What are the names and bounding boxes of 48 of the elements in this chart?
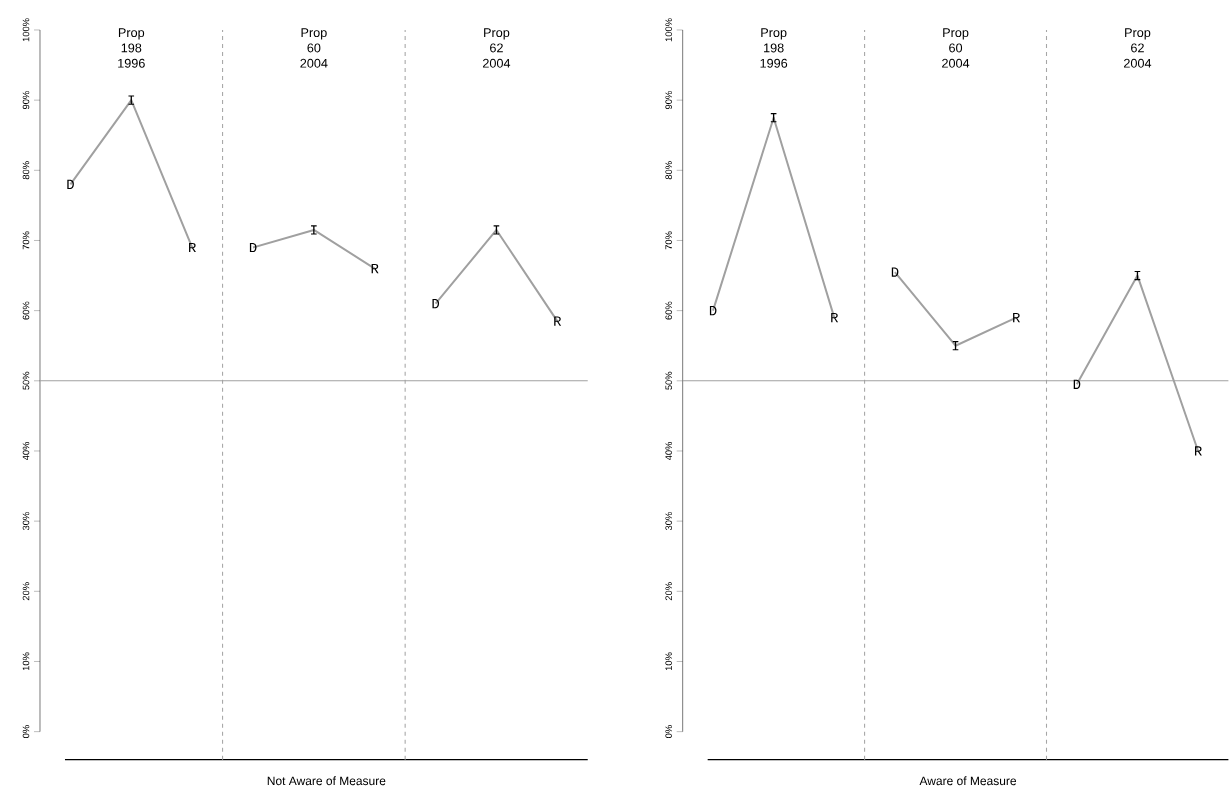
y-tick-label: 100%	[665, 18, 672, 42]
y-tick-label: 10%	[665, 652, 672, 671]
data-label: I	[493, 225, 500, 235]
y-tick-label: 50%	[22, 371, 30, 390]
annotation: Prop 60 2004	[300, 28, 328, 68]
annotation: Prop 62 2004	[482, 28, 511, 68]
x-axis-title: Aware of Measure	[919, 776, 1017, 786]
data-label: I	[770, 113, 777, 123]
data-label: D	[67, 179, 74, 190]
y-tick-label: 40%	[665, 442, 672, 461]
y-tick-label: 0%	[665, 725, 672, 739]
y-tick-label: 70%	[22, 231, 30, 250]
y-tick-label: 0%	[22, 725, 30, 739]
data-label: D	[709, 306, 717, 316]
y-tick-label: 30%	[665, 512, 672, 531]
data-label: R	[1013, 313, 1021, 323]
data-label: R	[189, 243, 196, 253]
data-label: I	[952, 341, 959, 351]
data-label: D	[1073, 379, 1081, 390]
y-tick-label: 80%	[22, 161, 30, 180]
y-tick-label: 100%	[22, 18, 30, 42]
data-label: I	[311, 225, 317, 235]
y-tick-label: 80%	[665, 161, 672, 180]
y-tick-label: 20%	[22, 582, 30, 601]
y-tick-label: 40%	[22, 442, 30, 461]
data-label: I	[1134, 271, 1141, 281]
y-tick-label: 60%	[22, 301, 30, 320]
data-label: R	[1195, 446, 1202, 456]
y-tick-label: 50%	[665, 371, 672, 390]
data-label: R	[554, 316, 562, 326]
y-tick-label: 90%	[665, 91, 672, 110]
y-tick-label: 10%	[22, 652, 30, 671]
annotation: Prop 62 2004	[1124, 28, 1152, 68]
y-tick-label: 90%	[22, 91, 30, 110]
annotation: Prop 198 1996	[118, 28, 145, 68]
y-tick-label: 70%	[665, 231, 672, 250]
data-label: R	[371, 264, 379, 274]
x-axis-title: Not Aware of Measure	[267, 776, 386, 786]
data-label: D	[249, 243, 257, 253]
data-label: I	[128, 95, 135, 105]
data-label: R	[831, 313, 839, 323]
y-tick-label: 20%	[665, 582, 672, 601]
annotation: Prop 60 2004	[942, 28, 970, 68]
annotation: Prop 198 1996	[760, 28, 788, 68]
data-label: D	[432, 299, 440, 309]
y-tick-label: 60%	[665, 301, 672, 320]
y-tick-label: 30%	[22, 512, 30, 531]
data-label: D	[891, 267, 899, 277]
